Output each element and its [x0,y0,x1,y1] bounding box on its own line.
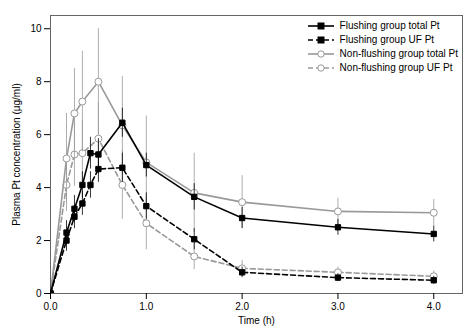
svg-text:4: 4 [36,182,42,193]
html-text:Flushing group UF Pt: Flushing group UF Pt [339,34,435,45]
svg-text:2: 2 [36,235,42,246]
svg-text:4.0: 4.0 [427,301,441,312]
svg-text:Plasma Pt concentration (μg/ml: Plasma Pt concentration (μg/ml) [11,83,22,225]
svg-text:2.0: 2.0 [235,301,249,312]
svg-text:Time (h): Time (h) [238,315,275,326]
html-text:Non-flushing group UF Pt: Non-flushing group UF Pt [339,62,453,73]
html-text:Flushing group total Pt: Flushing group total Pt [339,20,440,31]
svg-text:8: 8 [36,76,42,87]
svg-text:0: 0 [36,288,42,299]
svg-text:3.0: 3.0 [331,301,345,312]
svg-text:0.0: 0.0 [44,301,58,312]
svg-text:1.0: 1.0 [139,301,153,312]
html-text:Non-flushing group total Pt: Non-flushing group total Pt [339,48,458,59]
svg-text:10: 10 [30,23,42,34]
svg-text:6: 6 [36,129,42,140]
